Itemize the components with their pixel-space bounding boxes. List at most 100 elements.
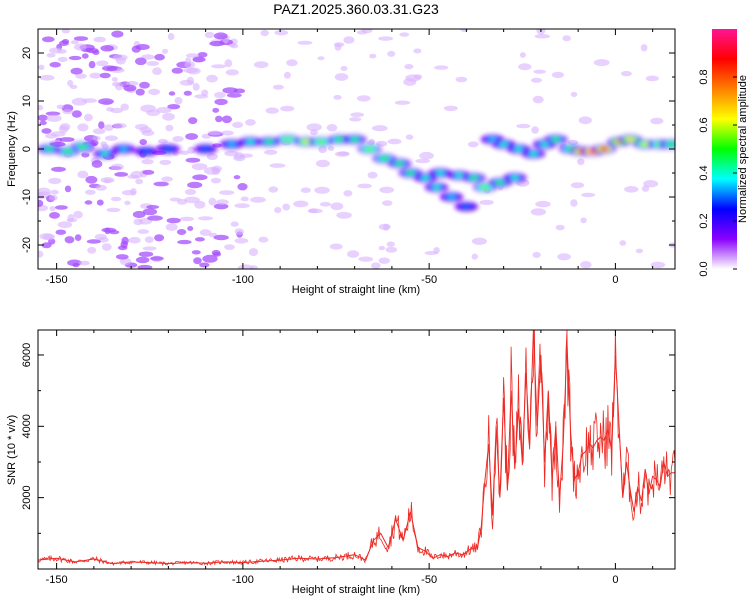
speckle-blob — [234, 203, 250, 209]
chart-title: PAZ1.2025.360.03.31.G23 — [273, 1, 439, 17]
ridge-core — [335, 137, 345, 142]
speckle-blob — [264, 149, 278, 155]
speckle-blob — [643, 180, 659, 188]
speckle-blob — [174, 97, 183, 105]
speckle-blob — [286, 59, 298, 67]
spectrogram-y-axis-title: Frequency (Hz) — [6, 111, 18, 187]
colorbar-tick-label: 0.6 — [698, 117, 710, 132]
speckle-blob — [471, 237, 487, 245]
speckle-blob — [282, 203, 291, 211]
speckle-blob — [310, 129, 318, 136]
speckle-blob — [184, 189, 197, 195]
speckle-blob — [199, 229, 212, 236]
ridge-core — [495, 180, 505, 185]
speckle-blob — [141, 129, 155, 136]
speckle-blob — [111, 77, 118, 82]
speckle-blob — [404, 64, 414, 70]
speckle-blob — [91, 160, 103, 168]
ridge-core — [540, 142, 550, 147]
speckle-blob — [146, 109, 161, 117]
speckle-blob — [349, 117, 362, 122]
speckle-blob — [79, 260, 90, 266]
speckle-blob — [88, 60, 96, 69]
speckle-blob — [38, 191, 44, 200]
colorbar-tick-label: 0.4 — [698, 165, 710, 180]
ridge-core — [510, 175, 520, 180]
speckle-blob — [103, 124, 114, 131]
snr-series-noise — [38, 330, 675, 567]
speckle-blob — [199, 262, 210, 268]
colorbar: 0.0 0.2 0.4 0.6 0.8 Normalized spectral ampl… — [698, 29, 749, 277]
ridge-core — [454, 173, 464, 178]
ridge-core — [469, 175, 479, 180]
speckle-blob — [233, 88, 246, 94]
speckle-blob — [202, 254, 218, 263]
speckle-blob — [237, 264, 254, 269]
speckle-blob — [219, 190, 235, 196]
speckle-blob — [209, 40, 225, 47]
speckle-blob — [85, 175, 98, 184]
speckle-blob — [230, 221, 239, 227]
speckle-blob — [186, 67, 201, 75]
speckle-blob — [82, 98, 97, 103]
speckle-blob — [551, 71, 564, 79]
speckle-blob — [153, 181, 169, 187]
speckle-blob — [161, 48, 169, 54]
speckle-blob — [142, 246, 157, 251]
speckle-blob — [138, 251, 154, 257]
colorbar-tick-label: 0.2 — [698, 213, 710, 228]
speckle-blob — [84, 200, 93, 205]
speckle-blob — [534, 34, 551, 39]
speckle-blob — [168, 91, 176, 96]
speckle-blob — [343, 36, 355, 44]
speckle-blob — [378, 245, 386, 251]
ridge-core — [163, 147, 173, 151]
speckle-blob — [131, 45, 141, 53]
speckle-blob — [212, 107, 220, 113]
speckle-blob — [635, 248, 644, 254]
speckle-blob — [77, 170, 89, 179]
ridge-core — [406, 171, 416, 175]
speckle-blob — [92, 135, 101, 141]
speckle-blob — [532, 95, 544, 104]
spectrogram-x-ticks: -150 -100 -50 0 — [46, 29, 654, 286]
speckle-blob — [557, 253, 571, 261]
speckle-blob — [581, 192, 596, 198]
speckle-blob — [343, 190, 353, 197]
speckle-blob — [213, 32, 228, 40]
ridge-core — [141, 149, 151, 154]
ridge-core — [350, 137, 360, 142]
speckle-blob — [113, 122, 127, 129]
speckle-blob — [371, 262, 381, 269]
snr-plot-area — [38, 330, 675, 569]
y-tick-label: 4000 — [21, 414, 33, 438]
speckle-blob — [379, 186, 395, 194]
speckle-blob — [38, 250, 44, 258]
speckle-blob — [176, 229, 187, 235]
snr-x-axis-title: Height of straight line (km) — [292, 584, 420, 596]
speckle-blob — [101, 143, 109, 150]
speckle-blob — [214, 91, 226, 99]
speckle-blob — [179, 150, 190, 155]
speckle-blob — [142, 169, 155, 175]
speckle-blob — [193, 257, 202, 265]
speckle-blob — [214, 98, 228, 106]
x-tick-label: 0 — [612, 574, 618, 586]
speckle-blob — [115, 56, 126, 65]
x-tick-label: -50 — [421, 574, 437, 586]
ridge-core — [227, 142, 237, 147]
ridge-core — [301, 139, 311, 144]
speckle-blob — [232, 121, 244, 128]
speckle-blob — [132, 210, 146, 219]
speckle-blob — [98, 121, 105, 129]
speckle-blob — [593, 59, 610, 67]
ridge-core — [528, 151, 538, 156]
speckle-blob — [240, 196, 249, 202]
speckle-blob — [419, 151, 434, 160]
speckle-blob — [147, 215, 163, 221]
speckle-blob — [144, 236, 154, 244]
speckle-blob — [101, 243, 112, 251]
snr-panel: -150 -100 -50 0 2000 4000 6000 Height of stra… — [6, 329, 676, 596]
speckle-blob — [120, 103, 129, 111]
speckle-blob — [59, 123, 71, 131]
